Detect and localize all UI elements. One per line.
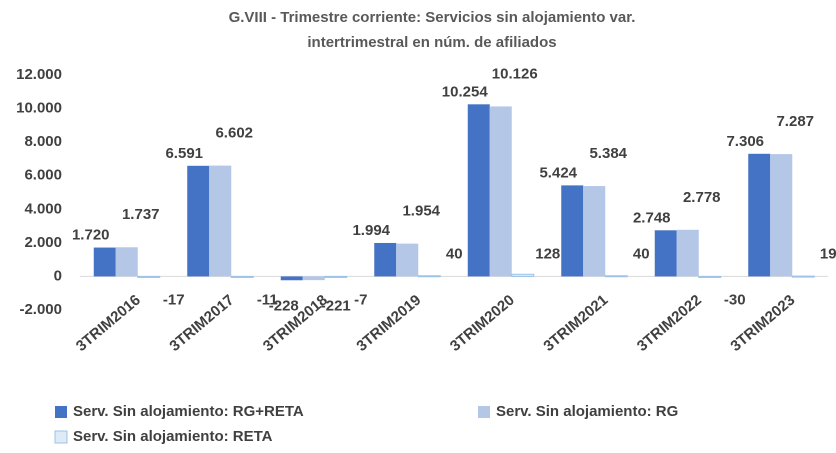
bar xyxy=(698,275,722,278)
bar xyxy=(791,275,815,278)
data-label: 10.126 xyxy=(492,65,538,82)
y-tick-label: 2.000 xyxy=(24,234,62,251)
bar xyxy=(511,273,535,277)
legend-swatch xyxy=(55,406,67,418)
bar xyxy=(115,247,138,277)
data-label: 40 xyxy=(633,245,650,262)
x-tick-label: 3TRIM2020 xyxy=(447,292,518,355)
data-label: -221 xyxy=(321,297,351,314)
data-label: -11 xyxy=(257,291,278,308)
data-label: -228 xyxy=(269,297,299,314)
bar xyxy=(396,243,419,277)
data-label: 40 xyxy=(446,245,463,262)
data-label: 1.720 xyxy=(72,227,110,244)
bar xyxy=(280,276,303,281)
y-tick-label: 8.000 xyxy=(24,133,62,150)
data-label: 5.384 xyxy=(589,145,627,162)
x-tick-label: 3TRIM2021 xyxy=(540,292,611,355)
x-tick-label: 3TRIM2022 xyxy=(634,292,705,355)
y-tick-label: 4.000 xyxy=(24,200,62,217)
bar xyxy=(561,185,584,277)
data-label: 128 xyxy=(535,245,560,262)
bar xyxy=(583,186,606,277)
y-tick-label: 12.000 xyxy=(16,66,62,83)
bar xyxy=(302,276,325,281)
chart-title: G.VIII - Trimestre corriente: Servicios … xyxy=(229,9,636,26)
bar xyxy=(417,275,441,278)
data-label: 7.306 xyxy=(726,133,764,150)
data-label: -17 xyxy=(163,291,185,308)
bar xyxy=(770,154,793,277)
legend-label: Serv. Sin alojamiento: RG+RETA xyxy=(73,403,304,420)
data-label: 5.424 xyxy=(539,164,577,181)
bar xyxy=(654,230,677,277)
data-label: 7.287 xyxy=(776,113,814,130)
data-label: -7 xyxy=(354,291,367,308)
chart-title: intertrimestral en núm. de afiliados xyxy=(307,34,556,51)
legend-label: Serv. Sin alojamiento: RG xyxy=(496,403,678,420)
data-label: 1.954 xyxy=(402,203,440,220)
bar xyxy=(467,104,490,277)
bar xyxy=(374,242,397,277)
data-label: -30 xyxy=(724,291,746,308)
bar xyxy=(137,275,161,278)
bar xyxy=(209,165,232,277)
bar xyxy=(93,247,116,277)
bar xyxy=(676,229,699,277)
y-tick-label: 6.000 xyxy=(24,167,62,184)
y-tick-label: -2.000 xyxy=(19,301,62,318)
bar xyxy=(489,106,512,277)
x-tick-label: 3TRIM2016 xyxy=(73,292,144,355)
bar xyxy=(748,153,771,277)
legend-label: Serv. Sin alojamiento: RETA xyxy=(73,428,273,445)
data-label: 2.778 xyxy=(683,189,721,206)
bar xyxy=(604,275,628,278)
y-tick-label: 10.000 xyxy=(16,100,62,117)
bar xyxy=(187,165,210,277)
data-label: 6.602 xyxy=(215,125,253,142)
data-label: 2.748 xyxy=(633,209,671,226)
data-label: 1.994 xyxy=(352,222,390,239)
legend-swatch xyxy=(54,430,68,444)
data-label: 10.254 xyxy=(442,83,489,100)
legend-swatch xyxy=(478,406,490,418)
data-label: 19 xyxy=(820,245,836,262)
bar xyxy=(324,275,348,278)
bar xyxy=(230,275,254,278)
data-label: 6.591 xyxy=(165,145,203,162)
y-tick-label: 0 xyxy=(54,267,62,284)
data-label: 1.737 xyxy=(122,206,160,223)
